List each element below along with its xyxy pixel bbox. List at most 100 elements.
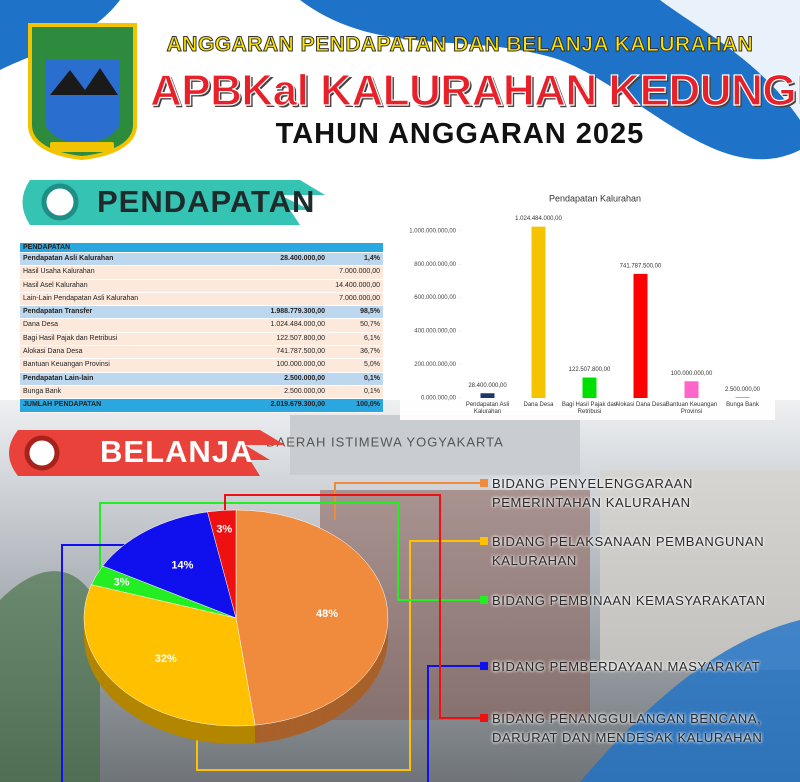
bar	[531, 226, 546, 398]
x-tick-label: Bunga Bank	[726, 402, 759, 408]
x-tick-label: Bagi Hasil Pajak dan Retribusi	[561, 402, 618, 415]
x-tick-label: Alokasi Dana Desa	[614, 402, 667, 408]
value-label: 32%	[155, 653, 177, 665]
x-tick-label: Dana Desa	[523, 402, 554, 408]
table-row: JUMLAH PENDAPATAN 2.019.679.300,00 100,0%	[20, 399, 383, 413]
table-cell: 1.024.484.000,00	[270, 321, 326, 329]
logo-ribbon	[50, 142, 114, 152]
table-cell: Hasil Asel Kalurahan	[23, 281, 88, 289]
connector	[61, 544, 140, 782]
table-cell: 741.787.500,00	[276, 348, 325, 356]
value-label: 48%	[316, 608, 338, 620]
table-cell: 100,0%	[356, 401, 380, 409]
banner-dot	[24, 435, 60, 471]
legend-swatch	[480, 714, 488, 722]
table-cell: 0,1%	[364, 374, 380, 382]
connector	[224, 494, 484, 719]
bar	[684, 381, 699, 398]
legend-label: BIDANG PEMBINAAN KEMASYARAKATAN	[492, 593, 766, 608]
legend-swatch	[480, 537, 488, 545]
value-label: 741.787.500,00	[620, 263, 662, 269]
income-heading: PENDAPATAN	[97, 184, 316, 219]
table-cell: Pendapatan Transfer	[23, 308, 93, 316]
y-tick-label: 1.000.000.000,00	[409, 228, 456, 234]
legend-label: BIDANG PELAKSANAAN PEMBANGUNAN KALURAHAN	[492, 534, 765, 568]
table-cell: 2.019.679.300,00	[270, 401, 326, 409]
table-cell: Pendapatan Lain-lain	[23, 374, 94, 382]
table-cell: Bunga Bank	[23, 387, 62, 395]
value-label: 122.507.800,00	[569, 367, 611, 373]
table-cell: PENDAPATAN	[23, 244, 71, 251]
legend-swatch	[480, 662, 488, 670]
pie-slice	[235, 509, 389, 726]
table-cell: Hasil Usaha Kalurahan	[23, 268, 95, 276]
table-cell: 100.000.000,00	[276, 361, 325, 369]
y-tick-label: 0.000.000,00	[421, 396, 457, 402]
bar	[582, 377, 597, 398]
legend-label: BIDANG PENANGGULANGAN BENCANA, DARURAT D…	[492, 711, 763, 745]
table-cell: 0,1%	[364, 387, 380, 395]
x-tick-label: Pendapatan Asli Kalurahan	[465, 402, 510, 415]
table-cell: 7.000.000,00	[339, 294, 380, 302]
table-cell: 28.400.000,00	[280, 255, 325, 262]
table-cell: 1,4%	[364, 255, 380, 262]
subtitle: ANGGARAN PENDAPATAN DAN BELANJA KALURAHA…	[166, 33, 754, 57]
table-cell: Bantuan Keuangan Provinsi	[23, 361, 110, 369]
y-tick-label: 400.000.000,00	[414, 329, 456, 335]
chart-title: Pendapatan Kalurahan	[549, 193, 641, 203]
title: APBKal KALURAHAN KEDUNGKERIS	[149, 65, 800, 115]
value-label: 3%	[114, 577, 130, 589]
spending-heading: BELANJA	[100, 434, 254, 469]
value-label: 3%	[216, 524, 232, 536]
table-cell: Bagi Hasil Pajak dan Retribusi	[23, 334, 118, 342]
table-row: Pendapatan Lain-lain 2.500.000,00 0,1%	[20, 372, 383, 386]
table-cell: 6,1%	[364, 334, 380, 342]
banner-dot	[41, 183, 79, 221]
table-row: Pendapatan Asli Kalurahan 28.400.000,00 1,…	[20, 253, 383, 267]
table-cell: 98,5%	[360, 308, 380, 316]
table-row: PENDAPATAN	[20, 243, 383, 253]
table-cell: 122.507.800,00	[276, 334, 325, 342]
table-cell: 7.000.000,00	[339, 268, 380, 276]
y-tick-label: 200.000.000,00	[414, 362, 456, 368]
table-row: Hasil Usaha Kalurahan 7.000.000,00	[20, 266, 383, 280]
y-tick-label: 800.000.000,00	[414, 262, 456, 268]
table-cell: Alokasi Dana Desa	[23, 348, 83, 356]
legend-label: BIDANG PEMBERDAYAAN MASYARAKAT	[492, 659, 761, 674]
table-cell: 2.500.000,00	[284, 374, 325, 382]
table-row: Bagi Hasil Pajak dan Retribusi 122.507.80…	[20, 332, 383, 347]
table-row: Lain-Lain Pendapatan Asli Kalurahan 7.000…	[20, 292, 383, 307]
table-cell: 5,0%	[364, 361, 380, 369]
table-cell: 2.500.000,00	[284, 387, 325, 395]
pie-slice	[102, 511, 237, 619]
value-label: 2.500.000,00	[725, 387, 761, 393]
connector	[99, 502, 484, 601]
table-row: Bantuan Keuangan Provinsi 100.000.000,00 5…	[20, 359, 383, 373]
year: TAHUN ANGGARAN 2025	[275, 118, 645, 150]
pie-slice	[207, 509, 237, 619]
legend-swatch	[480, 479, 488, 487]
table-cell: 1.988.779.300,00	[270, 308, 326, 316]
value-label: 100.000.000,00	[671, 371, 713, 377]
table-cell: 36,7%	[360, 348, 380, 356]
spending-banner	[9, 430, 285, 476]
y-tick-label: 600.000.000,00	[414, 295, 456, 301]
value-label: 14%	[171, 559, 193, 571]
table-cell: 14.400.000,00	[335, 281, 380, 289]
pie-slice	[83, 584, 256, 727]
table-cell: Dana Desa	[23, 321, 59, 329]
table-cell: Pendapatan Asli Kalurahan	[23, 255, 114, 262]
table-cell: JUMLAH PENDAPATAN	[23, 401, 102, 409]
bar	[480, 393, 495, 398]
table-cell: 50,7%	[360, 321, 380, 329]
value-label: 28.400.000,00	[468, 383, 507, 389]
income-table: PENDAPATAN Pendapatan Asli Kalurahan 28.40…	[20, 243, 383, 413]
table-cell: Lain-Lain Pendapatan Asli Kalurahan	[23, 294, 139, 302]
logo-mountain	[50, 68, 118, 95]
table-row: Dana Desa 1.024.484.000,00 50,7%	[20, 319, 383, 333]
legend-label: BIDANG PENYELENGGARAAN PEMERINTAHAN KALU…	[492, 476, 694, 510]
table-row: Hasil Asel Kalurahan 14.400.000,00	[20, 279, 383, 293]
sign-text: DAERAH ISTIMEWA YOGYAKARTA	[266, 434, 504, 449]
bar	[633, 273, 648, 398]
